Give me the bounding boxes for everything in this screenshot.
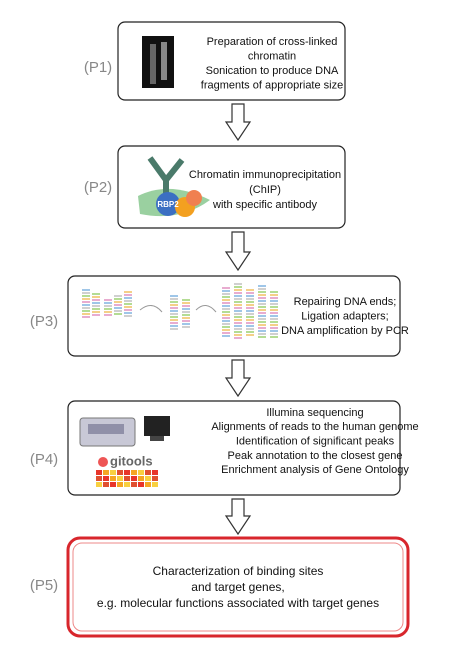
heatmap-cell <box>103 476 109 481</box>
result-text: and target genes, <box>191 580 284 594</box>
step-text: Enrichment analysis of Gene Ontology <box>221 464 409 476</box>
heatmap-cell <box>131 482 137 487</box>
dna-arrow <box>139 305 163 313</box>
icon-label: RBP2 <box>157 200 179 209</box>
heatmap-cell <box>103 482 109 487</box>
heatmap-cell <box>131 476 137 481</box>
heatmap-cell <box>152 476 158 481</box>
step-text: Peak annotation to the closest gene <box>228 450 403 462</box>
heatmap-cell <box>145 482 151 487</box>
step-text: Illumina sequencing <box>266 407 363 419</box>
step-text: Preparation of cross-linked <box>207 36 338 48</box>
step-text: chromatin <box>248 50 296 62</box>
heatmap-cell <box>96 482 102 487</box>
antibody-icon: RBP2 <box>138 156 210 217</box>
heatmap-cell <box>117 476 123 481</box>
heatmap-cell <box>145 470 151 475</box>
heatmap-cell <box>110 470 116 475</box>
heatmap-cell <box>152 470 158 475</box>
result-text: e.g. molecular functions associated with… <box>97 596 379 610</box>
step-text: Identification of significant peaks <box>236 436 395 448</box>
arrows <box>224 103 252 536</box>
step-label: (P1) <box>84 59 112 76</box>
heatmap-cell <box>138 482 144 487</box>
heatmap-cell <box>124 482 130 487</box>
heatmap-cell <box>110 482 116 487</box>
step-text: Sonication to produce DNA <box>206 65 339 77</box>
result-box <box>66 536 410 638</box>
heatmap-cell <box>117 482 123 487</box>
step-text: Repairing DNA ends; <box>294 296 397 308</box>
step-box <box>67 275 401 357</box>
heatmap-cell <box>138 470 144 475</box>
heatmap-cell <box>152 482 158 487</box>
heatmap-cell <box>138 476 144 481</box>
step-label: (P2) <box>84 179 112 196</box>
heatmap-cell <box>145 476 151 481</box>
step-text: (ChIP) <box>249 184 281 196</box>
dna-arrow <box>195 305 217 313</box>
step-box <box>117 21 346 101</box>
step-text: Alignments of reads to the human genome <box>211 421 418 433</box>
step-label: (P4) <box>30 451 58 468</box>
heatmap-cell <box>96 476 102 481</box>
icon-label: gitools <box>110 453 153 468</box>
step-label: (P5) <box>30 577 58 594</box>
heatmap-cell <box>124 476 130 481</box>
sequencer-image: gitools <box>79 416 170 487</box>
result-text: Characterization of binding sites <box>153 564 324 578</box>
step-text: with specific antibody <box>212 199 317 211</box>
step-text: fragments of appropriate size <box>201 79 343 91</box>
result-box-inner <box>72 542 404 632</box>
heatmap-cell <box>117 470 123 475</box>
heatmap-cell <box>110 476 116 481</box>
heatmap-cell <box>96 470 102 475</box>
gel-image <box>142 36 174 88</box>
heatmap-cell <box>103 470 109 475</box>
step-label: (P3) <box>30 313 58 330</box>
heatmap-cell <box>131 470 137 475</box>
step-text: DNA amplification by PCR <box>281 325 409 337</box>
step-text: Chromatin immunoprecipitation <box>189 169 341 181</box>
step-text: Ligation adapters; <box>301 310 388 322</box>
dna-fragments <box>82 283 278 339</box>
heatmap-cell <box>124 470 130 475</box>
